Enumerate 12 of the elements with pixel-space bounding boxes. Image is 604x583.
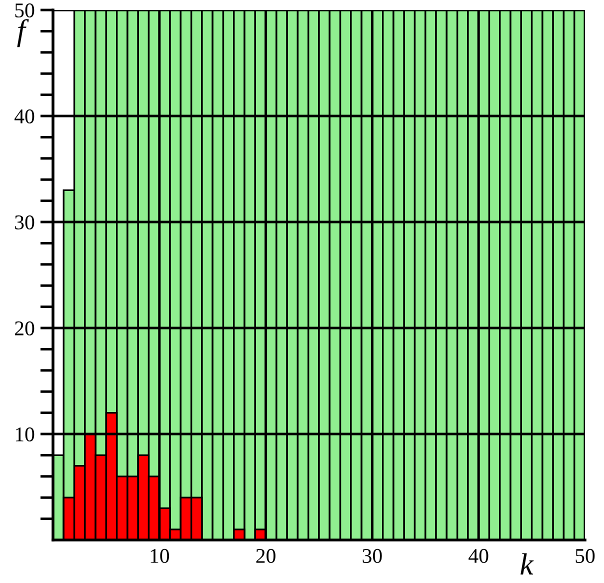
y-tick-label: 20 xyxy=(15,321,34,336)
y-axis-title: f xyxy=(17,19,29,48)
x-tick-label: 50 xyxy=(576,548,595,563)
y-tick-label: 50 xyxy=(15,3,34,18)
x-axis-title: k xyxy=(520,553,534,574)
y-tick-label: 30 xyxy=(15,215,34,230)
x-tick-label: 20 xyxy=(256,548,276,563)
y-tick-label: 40 xyxy=(14,109,34,124)
x-tick-label: 10 xyxy=(150,548,170,563)
y-tick-label: 10 xyxy=(16,427,34,442)
x-tick-label: 30 xyxy=(362,548,382,563)
x-tick-label: 40 xyxy=(468,548,488,563)
